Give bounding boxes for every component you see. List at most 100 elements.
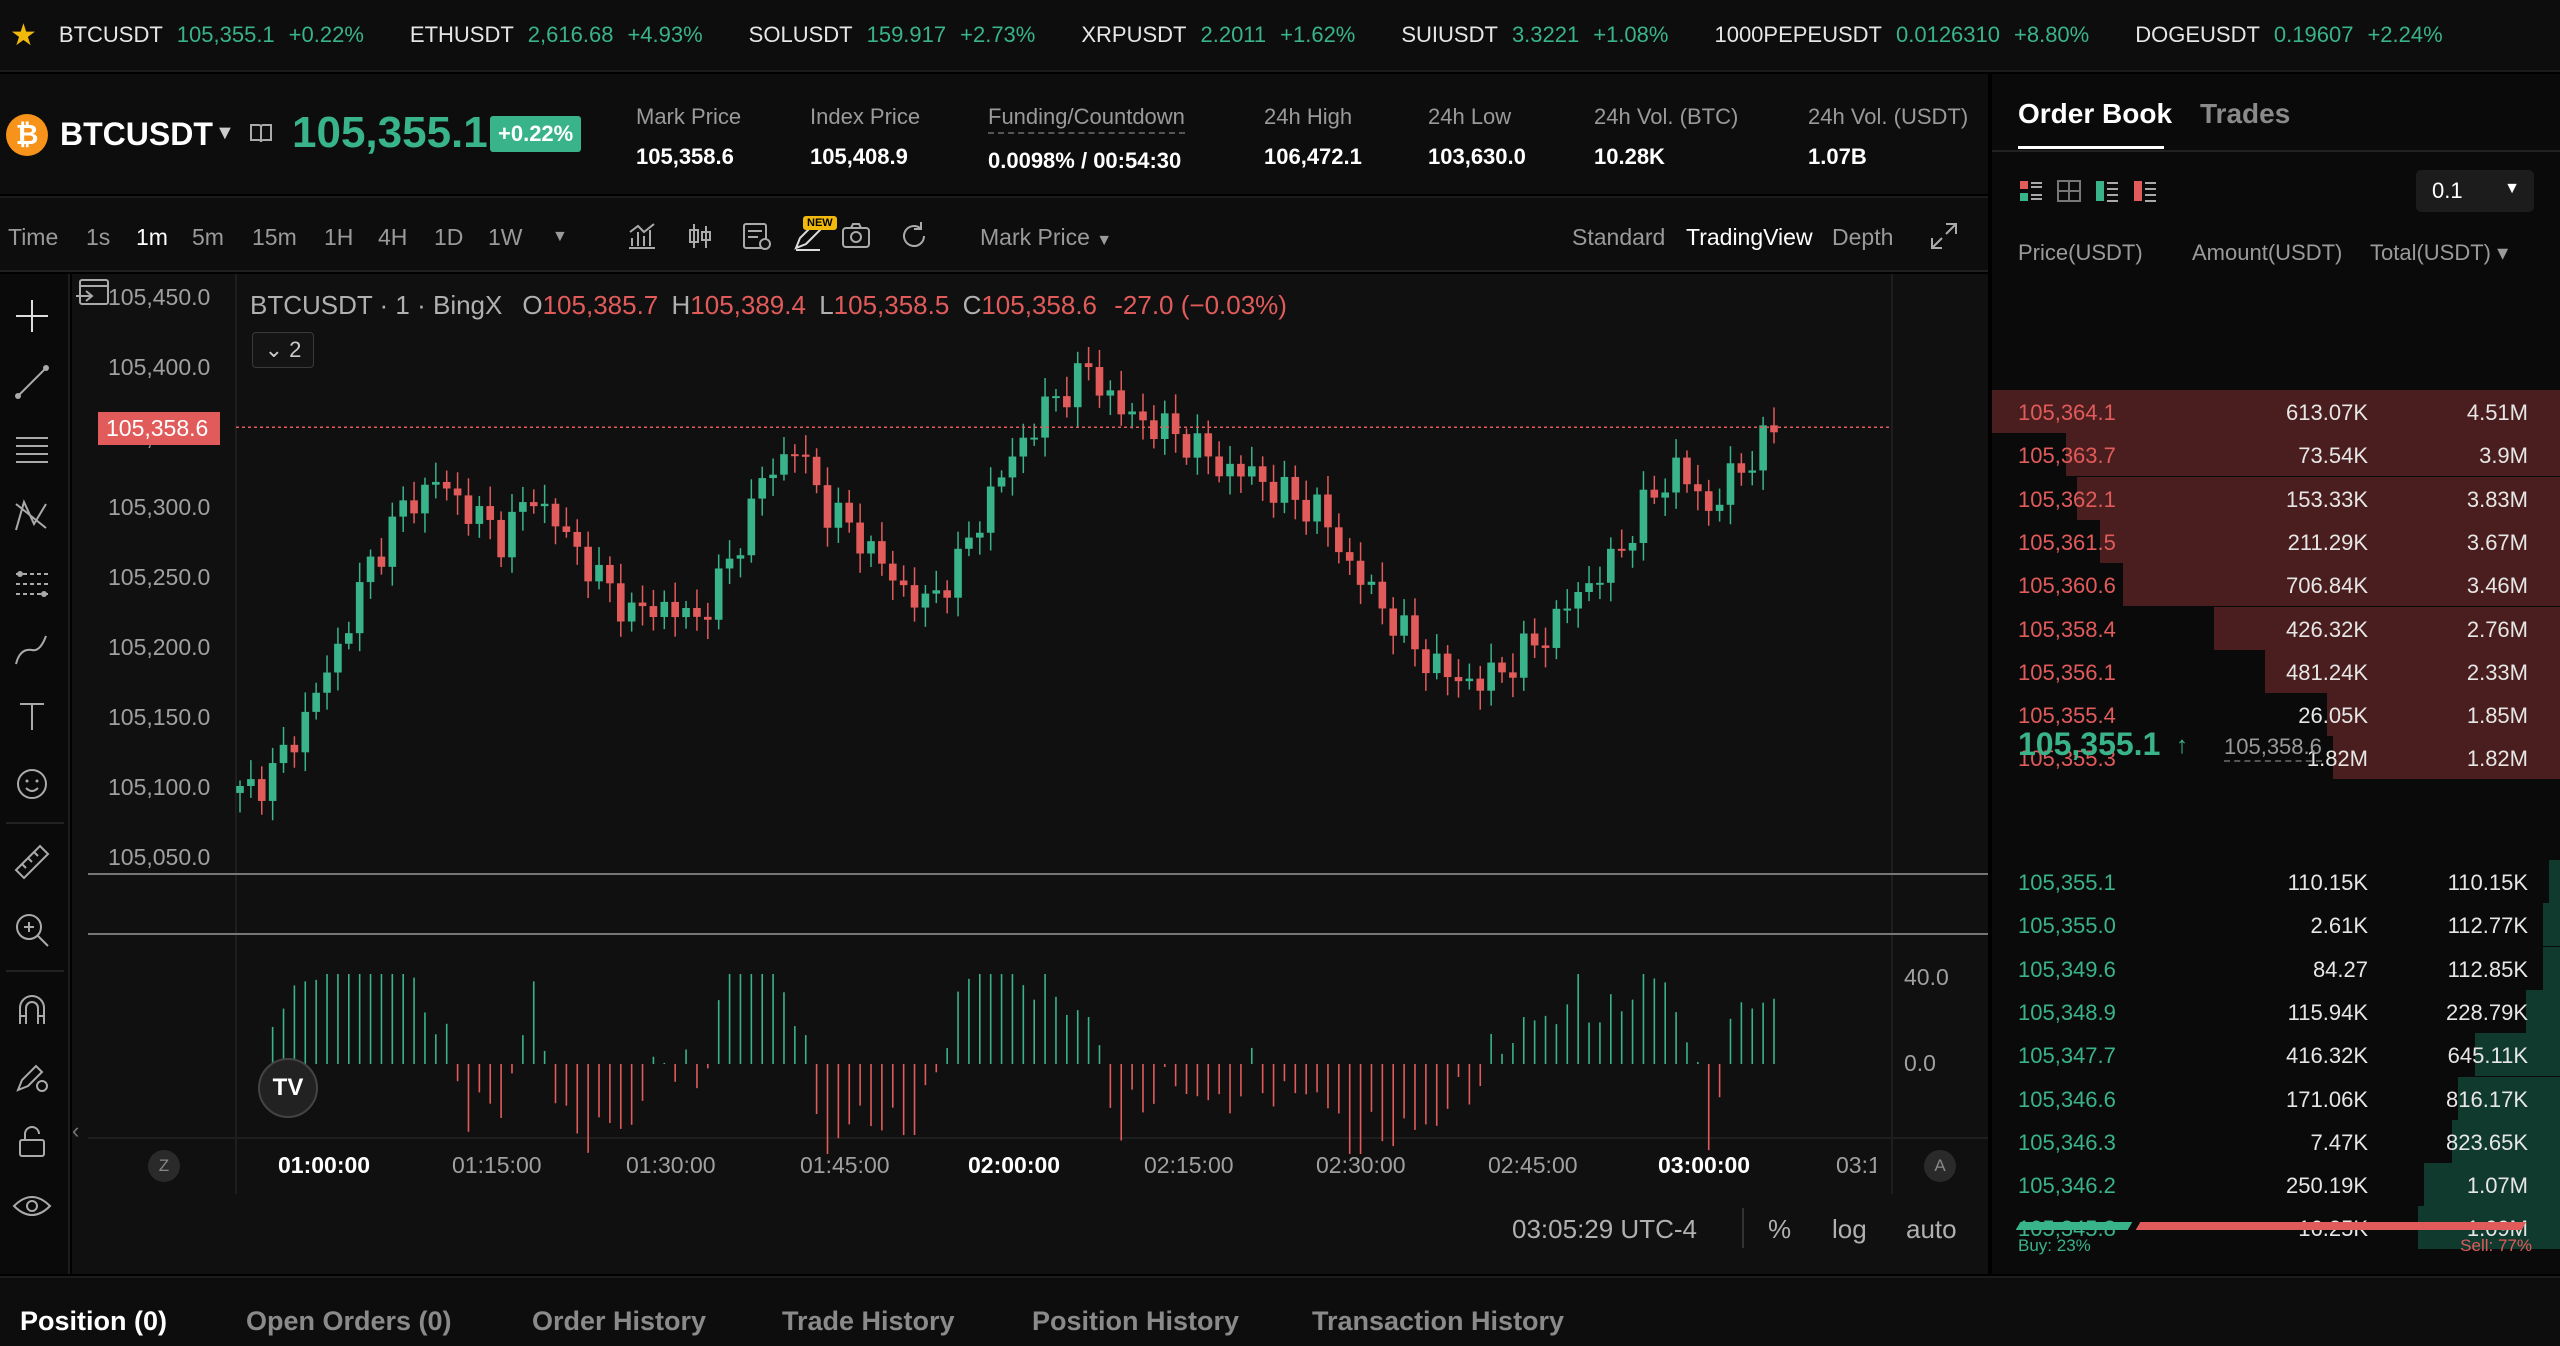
bid-row[interactable]: 105,347.7 416.32K 645.11K [1992, 1033, 2560, 1077]
candle-body [1171, 413, 1180, 435]
zoom-reset-button[interactable]: Z [148, 1150, 180, 1182]
candle-body [823, 485, 832, 528]
mark-price-dropdown[interactable]: Mark Price ▼ [980, 224, 1112, 251]
ticker-item[interactable]: ETHUSDT 2,616.68 +4.93% [410, 22, 703, 48]
candle-body [1628, 542, 1637, 551]
view-tradingview[interactable]: TradingView [1686, 224, 1813, 250]
ticker-item[interactable]: BTCUSDT 105,355.1 +0.22% [59, 22, 364, 48]
candle-body [736, 555, 745, 559]
stat-funding[interactable]: Funding/Countdown 0.0098% / 00:54:30 [988, 104, 1185, 174]
timeframe-5m[interactable]: 5m [192, 224, 224, 250]
brush-icon[interactable] [10, 628, 54, 672]
crosshair-icon[interactable] [10, 294, 54, 338]
ticker-item[interactable]: 1000PEPEUSDT 0.0126310 +8.80% [1714, 22, 2089, 48]
tab-position[interactable]: Position (0) [20, 1306, 167, 1336]
timeframe-more-icon[interactable]: ▼ [552, 228, 568, 245]
y-axis-label: 105,200.0 [108, 634, 211, 660]
ask-row[interactable]: 105,360.6 706.84K 3.46M [1992, 563, 2560, 607]
y-axis-label: 105,150.0 [108, 704, 211, 730]
stay-in-drawing-icon[interactable] [10, 1054, 54, 1098]
ticker-item[interactable]: SOLUSDT 159.917 +2.73% [749, 22, 1036, 48]
ticker-item[interactable]: DOGEUSDT 0.19607 +2.24% [2135, 22, 2442, 48]
trend-line-icon[interactable] [10, 360, 54, 404]
book-icon[interactable] [248, 120, 274, 146]
ask-row[interactable]: 105,362.1 153.33K 3.83M [1992, 476, 2560, 520]
bid-row[interactable]: 105,346.3 7.47K 823.65K [1992, 1119, 2560, 1163]
timeframe-1s[interactable]: 1s [86, 224, 111, 250]
eye-icon[interactable] [10, 1184, 54, 1228]
tab-transaction-history[interactable]: Transaction History [1312, 1306, 1565, 1336]
ask-row[interactable]: 105,355.4 26.05K 1.85M [1992, 693, 2560, 737]
view-bids-icon[interactable] [2094, 178, 2120, 204]
fullscreen-icon[interactable] [1926, 218, 1962, 254]
camera-icon[interactable] [838, 218, 874, 254]
fib-retracement-icon[interactable] [10, 562, 54, 606]
ticker-item[interactable]: XRPUSDT 2.2011 +1.62% [1081, 22, 1355, 48]
chart-canvas[interactable] [72, 274, 1988, 1274]
view-grid-icon[interactable] [2056, 178, 2082, 204]
zoom-in-icon[interactable] [10, 908, 54, 952]
bid-row[interactable]: 105,349.6 84.27 112.85K [1992, 946, 2560, 990]
tab-position-history[interactable]: Position History [1032, 1306, 1240, 1336]
view-depth[interactable]: Depth [1832, 224, 1894, 250]
timeframe-4h[interactable]: 4H [378, 224, 408, 250]
ask-row[interactable]: 105,361.5 211.29K 3.67M [1992, 519, 2560, 563]
timeframe-1m[interactable]: 1m [136, 224, 168, 250]
tab-trade-history[interactable]: Trade History [782, 1306, 955, 1336]
precision-select[interactable]: 0.1 ▼ [2416, 170, 2534, 212]
timeframe-15m[interactable]: 15m [252, 224, 297, 250]
lock-icon[interactable] [10, 1120, 54, 1164]
bid-row[interactable]: 105,355.0 2.61K 112.77K [1992, 903, 2560, 947]
bid-row[interactable]: 105,346.2 250.19K 1.07M [1992, 1163, 2560, 1207]
view-both-icon[interactable] [2018, 178, 2044, 204]
magnet-icon[interactable] [10, 988, 54, 1032]
timeframe-1d[interactable]: 1D [434, 224, 464, 250]
templates-icon[interactable] [738, 218, 774, 254]
reset-icon[interactable] [896, 218, 932, 254]
emoji-icon[interactable] [10, 762, 54, 806]
symbol-selector[interactable]: BTCUSDT [60, 116, 213, 152]
ask-row[interactable]: 105,364.1 613.07K 4.51M [1992, 390, 2560, 433]
chevron-left-icon[interactable]: ‹ [72, 1118, 80, 1143]
candle-body [725, 558, 734, 569]
log-scale-toggle[interactable]: log [1832, 1214, 1867, 1244]
ask-row[interactable]: 105,356.1 481.24K 2.33M [1992, 649, 2560, 693]
horizontal-lines-icon[interactable] [10, 426, 54, 470]
favorite-star-icon[interactable]: ★ [10, 18, 37, 52]
tab-order-book[interactable]: Order Book [2018, 98, 2173, 129]
text-tool-icon[interactable] [10, 694, 54, 738]
ticker-item[interactable]: SUIUSDT 3.3221 +1.08% [1401, 22, 1668, 48]
candle-type-icon[interactable] [682, 218, 718, 254]
depth-bar [2423, 1163, 2560, 1207]
view-standard[interactable]: Standard [1572, 224, 1666, 250]
price-chart[interactable]: BTCUSDT · 1 · BingX O105,385.7 H105,389.4… [72, 274, 1988, 1274]
chevron-down-icon[interactable]: ▼ [215, 122, 235, 144]
timeframe-time[interactable]: Time [8, 224, 59, 250]
tab-open-orders[interactable]: Open Orders (0) [246, 1306, 452, 1336]
bid-row[interactable]: 105,346.6 171.06K 816.17K [1992, 1076, 2560, 1120]
percent-scale-toggle[interactable]: % [1768, 1214, 1792, 1244]
pattern-icon[interactable] [10, 494, 54, 538]
indicator-collapse-button[interactable]: ⌄ 2 [252, 332, 314, 368]
timeframe-1h[interactable]: 1H [324, 224, 354, 250]
candle-body [1117, 390, 1126, 415]
go-to-date-icon[interactable] [72, 274, 116, 310]
ruler-icon[interactable] [10, 840, 54, 884]
tab-order-history[interactable]: Order History [532, 1306, 707, 1336]
ticker-change: +0.22% [288, 22, 364, 47]
ask-row[interactable]: 105,363.7 73.54K 3.9M [1992, 433, 2560, 477]
view-asks-icon[interactable] [2132, 178, 2158, 204]
col-total[interactable]: Total(USDT) ▾ [2370, 240, 2509, 265]
bid-row[interactable]: 105,348.9 115.94K 228.79K [1992, 989, 2560, 1033]
ask-row[interactable]: 105,358.4 426.32K 2.76M [1992, 606, 2560, 650]
bid-row[interactable]: 105,355.1 110.15K 110.15K [1992, 860, 2560, 903]
auto-scale-toggle[interactable]: auto [1906, 1214, 1957, 1244]
candle-body [1237, 463, 1245, 477]
auto-scale-button[interactable]: A [1924, 1150, 1956, 1182]
timezone-clock[interactable]: 03:05:29 UTC-4 [1512, 1214, 1697, 1244]
tab-trades[interactable]: Trades [2200, 98, 2291, 129]
tradingview-logo[interactable]: TV [258, 1058, 318, 1118]
indicators-icon[interactable] [624, 218, 660, 254]
ask-row[interactable]: 105,355.3 1.82M 1.82M [1992, 736, 2560, 780]
timeframe-1w[interactable]: 1W [488, 224, 523, 250]
